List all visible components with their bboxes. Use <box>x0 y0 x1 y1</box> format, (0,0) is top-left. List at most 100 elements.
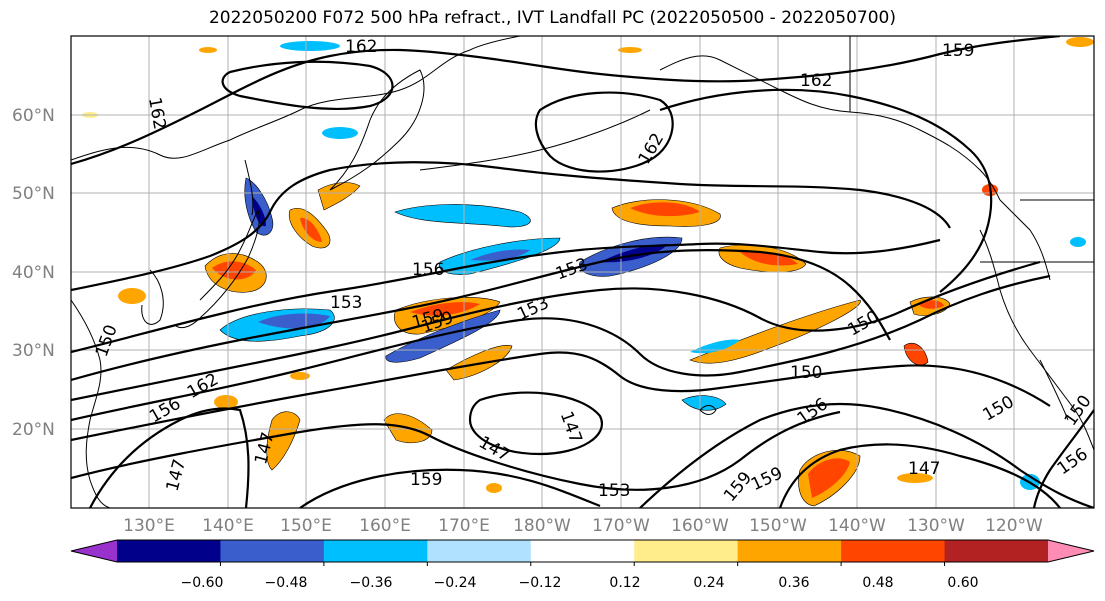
negative-anomaly-patch <box>470 249 530 261</box>
contour-line <box>221 60 394 111</box>
kamchatka-coastline <box>329 69 425 191</box>
china-coastline <box>71 299 111 508</box>
negative-anomaly-patch <box>280 41 340 51</box>
lon-label: 170°E <box>438 516 490 536</box>
lon-label: 140°E <box>202 516 254 536</box>
positive-anomaly-patch <box>1066 37 1094 47</box>
colorbar-segment <box>427 540 532 562</box>
colorbar-tick-labels: −0.60 −0.48 −0.36 −0.24 −0.12 0.12 0.24 … <box>181 575 979 591</box>
contour-line <box>71 36 1061 166</box>
colorbar-tick-label: −0.24 <box>434 575 477 591</box>
positive-anomaly-patch <box>689 299 861 364</box>
negative-anomaly-patch <box>681 395 727 411</box>
lon-label: 170°W <box>592 516 650 536</box>
contour-label: 159 <box>410 470 442 490</box>
colorbar-tick-label: −0.12 <box>519 575 562 591</box>
lat-label: 50°N <box>12 184 55 204</box>
colorbar-segment <box>323 540 428 562</box>
colorbar-tick-label: 0.24 <box>693 575 724 591</box>
lon-label: 160°W <box>671 516 729 536</box>
positive-anomaly-patch <box>199 47 217 53</box>
positive-anomaly-patch <box>290 372 310 380</box>
aleutian-chain <box>419 109 651 171</box>
contour-line <box>71 274 1051 422</box>
hawaii-islands <box>699 405 717 415</box>
korea-coastline <box>141 269 164 325</box>
contour-line <box>71 238 941 354</box>
contour-line <box>778 443 1061 508</box>
positive-anomaly-patch <box>317 182 361 211</box>
colorbar-segment <box>737 540 842 562</box>
colorbar-extend-low <box>71 540 117 562</box>
lat-label: 60°N <box>12 106 55 126</box>
contour-line <box>659 88 993 293</box>
colorbar-segment <box>944 540 1049 562</box>
positive-anomaly-patch <box>410 302 480 316</box>
map-border <box>70 35 1095 509</box>
lat-label: 40°N <box>12 263 55 283</box>
colorbar-tick-label: 0.60 <box>947 575 978 591</box>
colorbar-segment <box>841 540 946 562</box>
contour-lines <box>71 36 1094 508</box>
contour-line <box>71 351 1051 442</box>
lon-label: 160°E <box>359 516 411 536</box>
colorbar-segment <box>530 540 635 562</box>
positive-anomaly-patch <box>897 473 933 483</box>
colorbar-tick-label: 0.48 <box>862 575 893 591</box>
contour-label: 162 <box>800 71 832 91</box>
contour-label: 162 <box>345 37 377 57</box>
negative-anomaly-patch <box>322 127 358 139</box>
contour-label: 147 <box>908 459 940 479</box>
contour-line <box>71 410 841 491</box>
map-title: 2022050200 F072 500 hPa refract., IVT La… <box>208 8 896 28</box>
contour-line <box>89 407 250 508</box>
negative-anomaly-patch <box>252 196 266 227</box>
lon-label: 140°W <box>828 516 886 536</box>
positive-anomaly-patch <box>630 202 700 217</box>
colorbar-segment <box>117 540 221 562</box>
longitude-labels: 130°E 140°E 150°E 160°E 170°E 180°W 170°… <box>123 516 1043 536</box>
contour-line <box>71 161 951 292</box>
colorbar-segment <box>220 540 325 562</box>
positive-anomaly-patch <box>486 483 502 493</box>
lon-label: 150°W <box>749 516 807 536</box>
latitude-labels: 60°N 50°N 40°N 30°N 20°N <box>12 106 55 440</box>
positive-anomaly-patch <box>118 288 146 304</box>
contour-label: 153 <box>330 293 362 313</box>
negative-anomaly-patch <box>394 204 531 228</box>
positive-anomaly-patch <box>214 395 238 409</box>
contour-line <box>299 468 601 508</box>
colorbar-tick-label: 0.36 <box>778 575 809 591</box>
lon-label: 130°E <box>123 516 175 536</box>
colorbar-tick-label: −0.36 <box>350 575 393 591</box>
lat-label: 30°N <box>12 341 55 361</box>
colorbar-outline <box>70 539 1095 563</box>
contour-label: 153 <box>598 481 630 501</box>
lon-label: 130°W <box>907 516 965 536</box>
colorbar <box>70 539 1095 566</box>
contour-line <box>71 249 891 382</box>
colorbar-extend-high <box>1048 540 1094 562</box>
contour-label: 156 <box>412 260 444 280</box>
colorbar-tick-label: 0.12 <box>609 575 640 591</box>
lon-label: 150°E <box>280 516 332 536</box>
asia-coastline <box>71 36 521 161</box>
positive-anomaly-patch <box>903 342 929 366</box>
sakhalin-coastline <box>244 159 254 216</box>
canada-coastline <box>999 199 1051 281</box>
colorbar-tick-label: −0.48 <box>265 575 308 591</box>
contour-line <box>639 402 1094 508</box>
graticule <box>71 36 1094 508</box>
positive-anomaly-patch <box>808 458 850 498</box>
contour-line <box>468 391 603 456</box>
negative-anomaly-patch <box>1070 237 1086 247</box>
negative-anomaly-patch <box>385 309 501 363</box>
contour-label: 159 <box>942 41 974 61</box>
colorbar-tick-label: −0.60 <box>181 575 224 591</box>
baja-coastline <box>1039 359 1069 421</box>
negative-anomaly-patch <box>258 313 330 329</box>
coastlines <box>71 36 1094 508</box>
contour-label: 150 <box>790 363 822 383</box>
contour-line <box>1032 409 1094 508</box>
